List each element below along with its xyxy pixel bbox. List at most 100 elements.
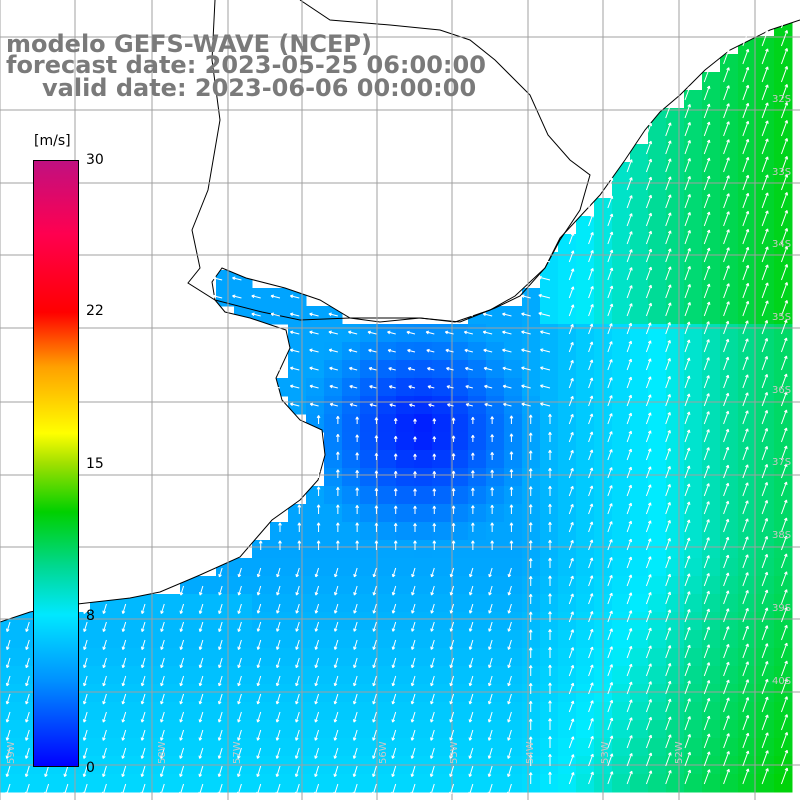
speed-cell [270, 540, 289, 559]
speed-cell [378, 450, 397, 469]
wind-arrow [468, 729, 474, 741]
speed-cell [342, 522, 361, 541]
speed-cell [756, 360, 775, 379]
speed-cell [648, 180, 667, 199]
speed-cell [756, 612, 775, 631]
speed-cell [540, 342, 559, 361]
wind-arrow [237, 621, 242, 632]
speed-cell [360, 684, 379, 703]
wind-arrow [295, 603, 300, 614]
speed-cell [612, 180, 631, 199]
speed-cell [342, 486, 361, 505]
wind-arrow [102, 639, 107, 650]
speed-cell [450, 432, 469, 451]
speed-cell [378, 576, 397, 595]
wind-arrow [780, 156, 789, 173]
wind-arrow [468, 693, 474, 705]
wind-arrow [198, 585, 204, 596]
wind-arrow [703, 429, 710, 443]
wind-arrow [703, 393, 710, 407]
wind-arrow [684, 104, 691, 119]
wind-arrow [413, 488, 417, 496]
wind-arrow [410, 657, 416, 669]
speed-cell [540, 486, 559, 505]
speed-cell [486, 378, 505, 397]
speed-cell [360, 630, 379, 649]
wind-arrow [391, 747, 397, 759]
wind-arrow [374, 417, 379, 424]
speed-cell [486, 306, 505, 325]
speed-cell [558, 576, 577, 595]
wind-arrow [355, 452, 360, 460]
speed-cell [306, 504, 325, 523]
speed-cell [108, 630, 127, 649]
wind-arrow [295, 567, 300, 578]
speed-cell [684, 198, 703, 217]
speed-cell [396, 396, 415, 415]
wind-arrow [121, 711, 127, 723]
speed-cell [720, 612, 739, 631]
speed-cell [486, 738, 505, 757]
speed-cell [468, 504, 487, 523]
wind-arrow [309, 366, 319, 371]
speed-cell [270, 774, 289, 793]
speed-cell [648, 288, 667, 307]
speed-cell [18, 630, 37, 649]
speed-cell [756, 666, 775, 685]
wind-arrow [528, 486, 533, 496]
speed-cell [90, 630, 109, 649]
wind-arrow [217, 783, 223, 796]
wind-arrow [275, 711, 281, 723]
wind-arrow [588, 213, 594, 227]
wind-arrow [626, 177, 633, 191]
speed-cell [576, 288, 595, 307]
speed-cell [558, 702, 577, 721]
wind-arrow [645, 194, 653, 209]
speed-cell [684, 396, 703, 415]
speed-cell [630, 396, 649, 415]
wind-arrow [140, 693, 146, 705]
wind-arrow [665, 591, 672, 605]
speed-cell [738, 180, 757, 199]
speed-cell [738, 126, 757, 145]
speed-cell [558, 720, 577, 739]
wind-arrow [507, 693, 512, 705]
speed-cell [774, 630, 793, 649]
wind-arrow [528, 468, 533, 478]
speed-cell [378, 738, 397, 757]
speed-cell [630, 594, 649, 613]
wind-arrow [723, 338, 730, 353]
speed-cell [666, 270, 685, 289]
speed-cell [648, 720, 667, 739]
speed-cell [0, 630, 19, 649]
speed-cell [504, 540, 523, 559]
speed-cell [666, 540, 685, 559]
speed-cell [720, 414, 739, 433]
wind-arrow [25, 693, 30, 705]
speed-cell [342, 558, 361, 577]
wind-arrow [703, 555, 710, 569]
wind-arrow [780, 481, 788, 497]
wind-arrow [588, 628, 594, 641]
wind-arrow [507, 675, 512, 687]
wind-arrow [626, 717, 633, 731]
wind-arrow [761, 138, 769, 155]
speed-cell [108, 684, 127, 703]
speed-cell [522, 576, 541, 595]
wind-arrow [289, 384, 300, 389]
wind-arrow [509, 504, 514, 514]
speed-cell [342, 720, 361, 739]
wind-arrow [102, 657, 107, 669]
wind-arrow [468, 585, 474, 596]
speed-cell [720, 486, 739, 505]
speed-cell [666, 216, 685, 235]
speed-cell [396, 450, 415, 469]
speed-cell [360, 360, 379, 379]
wind-arrow [723, 715, 730, 731]
wind-arrow [568, 521, 574, 533]
speed-cell [648, 126, 667, 145]
speed-cell [576, 360, 595, 379]
wind-arrow [723, 643, 730, 659]
